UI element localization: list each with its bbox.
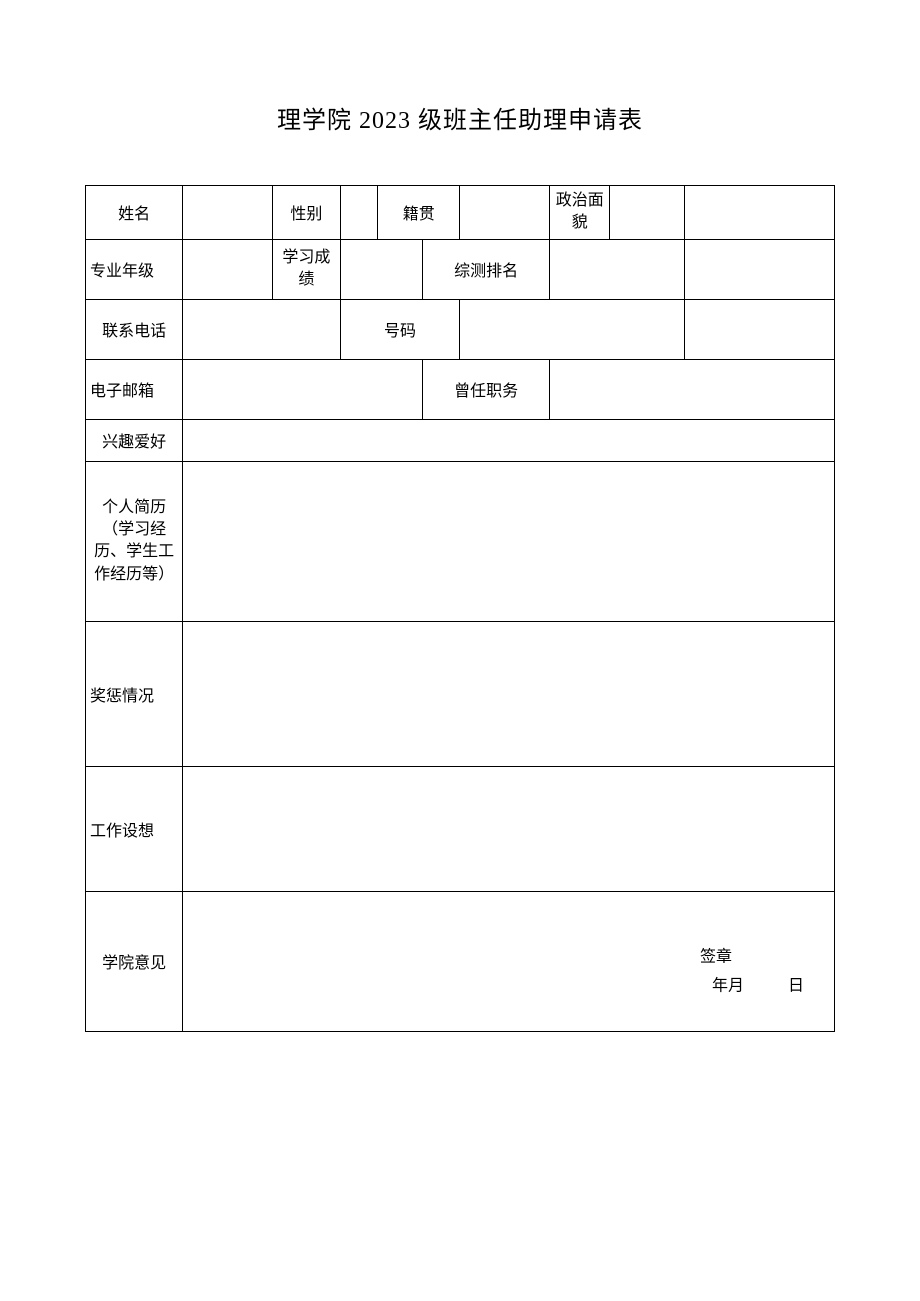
table-row: 个人简历（学习经历、学生工作经历等）: [86, 461, 835, 621]
value-rewards[interactable]: [183, 621, 835, 766]
table-row: 专业年级 学习成绩 综测排名: [86, 239, 835, 299]
label-name: 姓名: [86, 186, 183, 240]
value-prev-position[interactable]: [550, 359, 835, 419]
label-email: 电子邮箱: [86, 359, 183, 419]
table-row: 兴趣爱好: [86, 419, 835, 461]
label-resume: 个人简历（学习经历、学生工作经历等）: [86, 461, 183, 621]
signature-date-line: 年月 日: [700, 973, 804, 1002]
label-political-status: 政治面貌: [550, 186, 610, 240]
label-workplan: 工作设想: [86, 766, 183, 891]
table-row: 工作设想: [86, 766, 835, 891]
page-title: 理学院 2023 级班主任助理申请表: [85, 100, 835, 135]
value-native-place[interactable]: [460, 186, 550, 240]
value-extra-1[interactable]: [685, 186, 835, 240]
signature-seal-label: 签章: [700, 944, 804, 973]
value-resume[interactable]: [183, 461, 835, 621]
table-row: 奖惩情况: [86, 621, 835, 766]
application-form-table: 姓名 性别 籍贯 政治面貌 专业年级 学习成绩 综测排名 联系电话 号码 电子邮…: [85, 185, 835, 1032]
value-extra-2[interactable]: [685, 239, 835, 299]
value-name[interactable]: [183, 186, 273, 240]
label-prev-position: 曾任职务: [423, 359, 550, 419]
value-rank[interactable]: [550, 239, 685, 299]
label-native-place: 籍贯: [378, 186, 460, 240]
value-hobby[interactable]: [183, 419, 835, 461]
label-gender: 性别: [273, 186, 340, 240]
label-rank: 综测排名: [423, 239, 550, 299]
value-opinion[interactable]: 签章 年月 日: [183, 891, 835, 1031]
table-row: 联系电话 号码: [86, 299, 835, 359]
signature-block: 签章 年月 日: [700, 944, 804, 1002]
value-phone[interactable]: [183, 299, 340, 359]
value-political-status[interactable]: [610, 186, 685, 240]
table-row: 学院意见 签章 年月 日: [86, 891, 835, 1031]
label-hobby: 兴趣爱好: [86, 419, 183, 461]
table-row: 姓名 性别 籍贯 政治面貌: [86, 186, 835, 240]
value-number[interactable]: [460, 299, 685, 359]
label-opinion: 学院意见: [86, 891, 183, 1031]
value-email[interactable]: [183, 359, 423, 419]
label-number: 号码: [340, 299, 460, 359]
value-extra-3[interactable]: [685, 299, 835, 359]
label-rewards: 奖惩情况: [86, 621, 183, 766]
label-major-year: 专业年级: [86, 239, 183, 299]
table-row: 电子邮箱 曾任职务: [86, 359, 835, 419]
value-workplan[interactable]: [183, 766, 835, 891]
value-major-year[interactable]: [183, 239, 273, 299]
label-study-score: 学习成绩: [273, 239, 340, 299]
value-gender[interactable]: [340, 186, 377, 240]
label-phone: 联系电话: [86, 299, 183, 359]
value-study-score[interactable]: [340, 239, 422, 299]
